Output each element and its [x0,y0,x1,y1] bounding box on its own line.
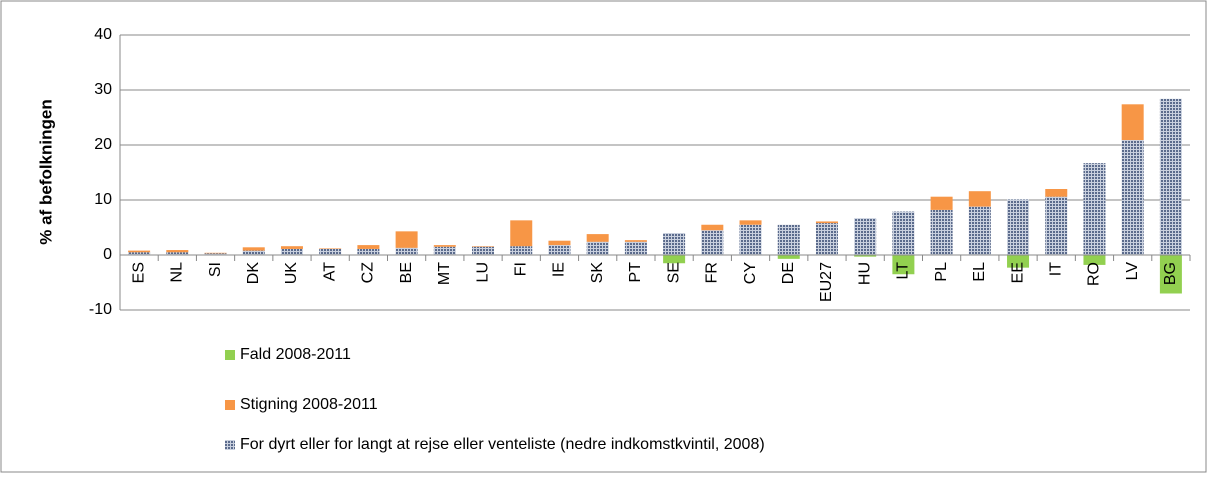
bar-segment [930,196,953,210]
bar-segment [854,218,877,255]
bar-segment [395,247,418,255]
bar-segment [166,252,189,255]
bar-segment [1083,255,1106,265]
x-tick-label: SE [665,262,682,283]
x-tick-label: BG [1162,262,1179,285]
x-tick-label: MT [436,262,453,285]
x-tick-label: IT [1047,262,1064,276]
y-axis-title: % af befolkningen [36,99,55,244]
bar-segment [319,248,342,255]
x-tick-label: LU [474,262,491,282]
bar-segment [204,253,227,255]
bar-segment [701,224,724,231]
legend-label: Fald 2008-2011 [240,346,351,363]
bar-segment [472,246,495,247]
x-tick-label: PL [933,262,950,282]
bar-segment [1121,104,1144,141]
y-tick-label: 10 [94,191,112,208]
bar-segment [815,221,838,224]
bar-segment [242,247,265,251]
bar-segment [777,224,800,255]
x-tick-label: LT [895,262,912,280]
bar-segment [586,234,609,242]
bar-segment [854,255,877,257]
y-tick-label: 0 [103,246,112,263]
x-tick-label: HU [856,262,873,285]
x-tick-label: EE [1009,262,1026,283]
x-tick-label: BE [398,262,415,283]
x-tick-label: LV [1124,262,1141,281]
x-tick-label: IE [551,262,568,277]
bar-segment [357,245,380,249]
bar-segment [242,250,265,255]
bar-segment [739,224,762,255]
bar-segment [128,250,151,253]
bar-segment [701,230,724,255]
x-tick-label: RO [1086,262,1103,286]
x-tick-label: DK [245,262,262,285]
bar-segment [433,246,456,255]
bar-segment [968,206,991,255]
y-tick-label: 20 [94,136,112,153]
bar-segment [319,248,342,249]
bar-segment [510,220,533,247]
x-tick-label: FR [704,262,721,283]
bar-segment [663,233,686,255]
bar-segment [510,246,533,255]
bar-segment [357,248,380,255]
bar-segment [1121,140,1144,255]
x-tick-label: UK [283,262,300,285]
bar-segment [586,241,609,255]
y-tick-label: 30 [94,81,112,98]
y-tick-label: 40 [94,26,112,43]
bar-segment [739,220,762,225]
bar-segment [892,255,915,275]
bar-segment [1045,196,1068,255]
bar-segment [128,252,151,255]
bar-segment [777,255,800,259]
x-tick-label: NL [169,262,186,283]
x-tick-label: DE [780,262,797,284]
bar-segment [1159,98,1182,255]
bar-segment [395,231,418,248]
legend-swatch [225,400,235,410]
bar-segment [548,240,571,246]
bar-segment [892,211,915,255]
x-tick-label: SK [589,262,606,284]
bar-segment [930,209,953,255]
bar-segment [624,240,647,242]
legend-swatch [225,350,235,360]
bar-segment [166,250,189,253]
bar-segment [624,241,647,255]
bar-segment [1007,255,1030,268]
x-tick-label: AT [321,262,338,281]
x-tick-label: CY [742,262,759,285]
x-tick-label: EL [971,262,988,282]
bar-segment [1159,255,1182,294]
bar-segment [1045,189,1068,197]
y-tick-label: -10 [89,301,112,318]
bar-segment [280,248,303,255]
x-tick-label: EU27 [818,262,835,302]
legend-label: Stigning 2008-2011 [240,396,378,413]
bar-segment [548,245,571,255]
bar-segment [280,246,303,249]
bar-segment [663,255,686,264]
x-tick-label: ES [130,262,147,283]
x-tick-label: FI [512,262,529,276]
legend-label: For dyrt eller for langt at rejse eller … [240,436,765,453]
bar-segment [815,223,838,255]
x-tick-label: PT [627,262,644,283]
x-tick-label: SI [207,262,224,277]
x-tick-label: CZ [360,262,377,284]
bar-segment [433,245,456,247]
legend-swatch [225,440,235,450]
bar-segment [1083,163,1106,255]
bar-segment [472,246,495,255]
bar-segment [204,252,227,254]
bar-segment [1007,199,1030,255]
bar-segment [968,191,991,207]
